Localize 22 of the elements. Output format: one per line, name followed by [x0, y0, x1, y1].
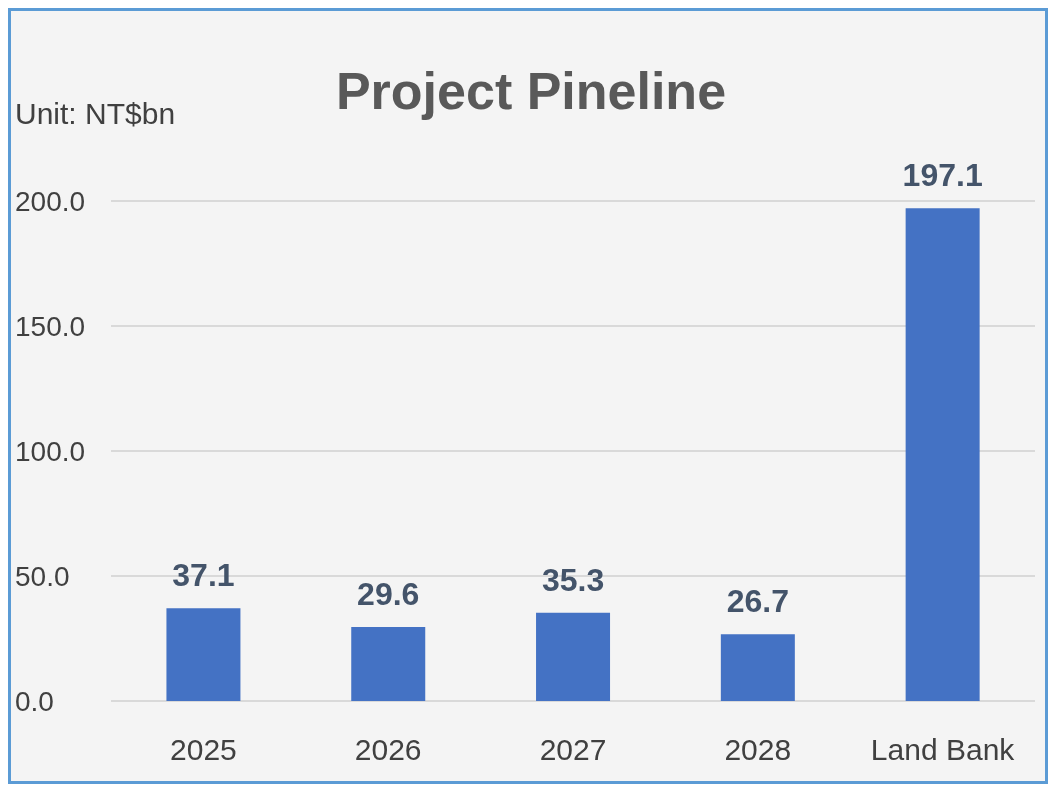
- bar: [351, 627, 426, 701]
- y-tick-label: 100.0: [15, 435, 86, 467]
- x-tick-label: 2026: [354, 733, 422, 767]
- x-tick-label: 2027: [539, 733, 607, 767]
- x-tick-label: 2025: [170, 733, 237, 767]
- bar: [536, 612, 611, 701]
- data-label: 37.1: [172, 557, 235, 594]
- y-tick-label: 200.0: [15, 185, 86, 217]
- data-label: 197.1: [902, 157, 983, 194]
- data-label: 29.6: [357, 576, 420, 612]
- y-tick-label: 150.0: [15, 310, 86, 342]
- bar: [905, 208, 980, 701]
- x-tick-label: Land Bank: [870, 733, 1016, 767]
- bar: [720, 634, 795, 701]
- bar: [166, 608, 241, 701]
- chart-title: Project Pineline: [335, 62, 727, 120]
- y-axis-title: Unit: NT$bn: [15, 97, 176, 131]
- data-label: 26.7: [726, 583, 789, 620]
- y-tick-label: 0.0: [15, 685, 54, 717]
- data-label: 35.3: [541, 561, 605, 598]
- x-tick-label: 2028: [724, 733, 792, 767]
- y-tick-label: 50.0: [15, 560, 70, 592]
